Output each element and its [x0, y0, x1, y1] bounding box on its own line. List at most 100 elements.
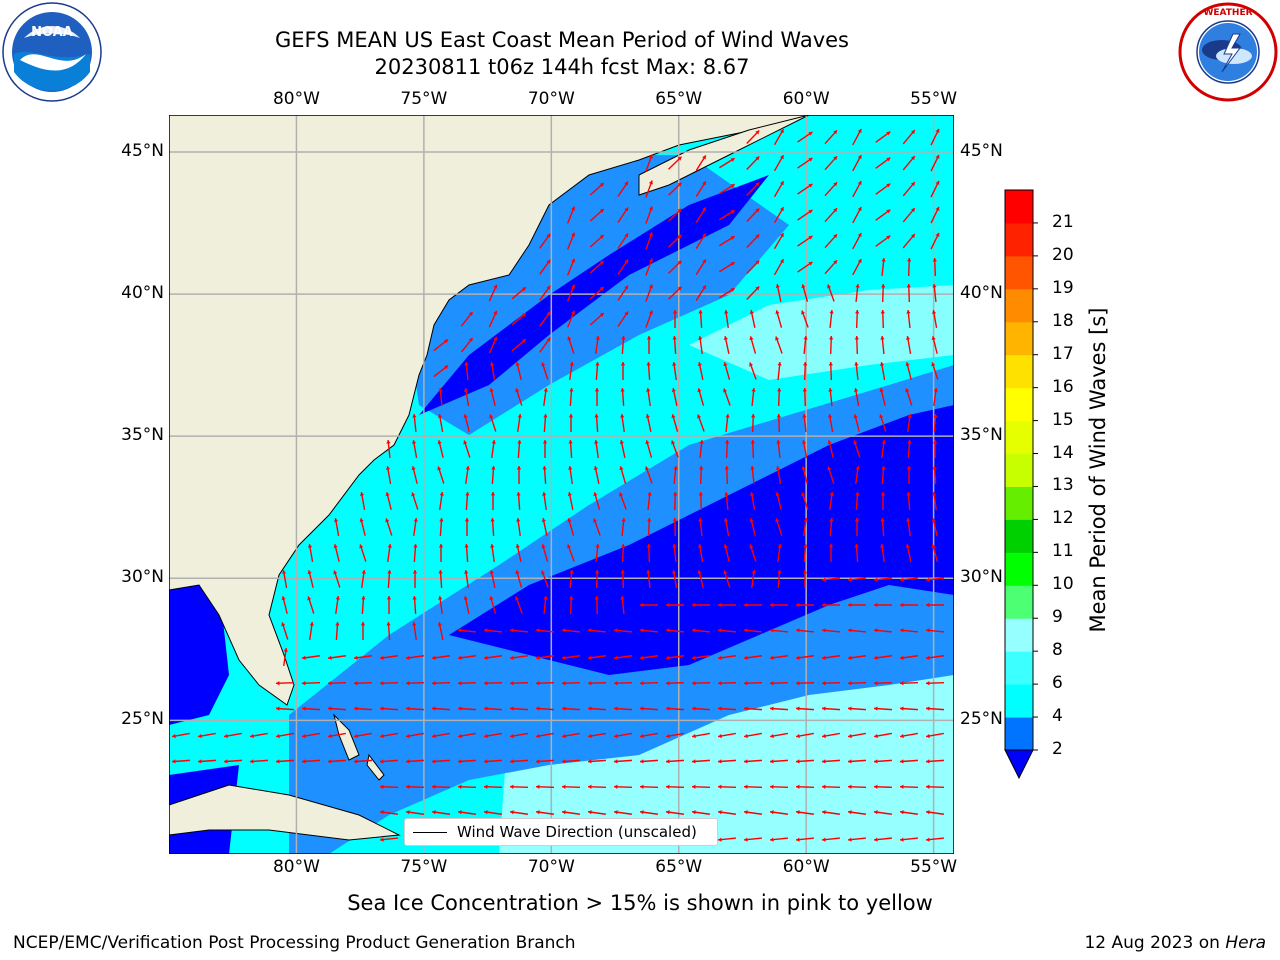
- wave-vector-head: [490, 492, 496, 496]
- wave-vector-head: [281, 596, 286, 601]
- wave-vector-head: [905, 362, 910, 367]
- wave-vector-head: [302, 759, 306, 764]
- wave-vector-head: [744, 706, 748, 711]
- wave-vector-head: [432, 810, 436, 815]
- wave-vector-head: [562, 628, 566, 633]
- wave-vector-head: [588, 784, 592, 789]
- wave-vector-head: [250, 759, 254, 764]
- wave-vector-head: [900, 577, 904, 582]
- wave-vector-head: [828, 544, 834, 548]
- wave-vector-head: [755, 130, 760, 135]
- wave-vector-head: [900, 837, 904, 842]
- wave-vector-head: [833, 234, 838, 239]
- wave-vector-head: [536, 681, 540, 686]
- wave-vector-head: [562, 681, 566, 686]
- wave-vector-head: [935, 128, 940, 133]
- wave-vector-head: [833, 260, 838, 265]
- wave-vector-head: [380, 655, 384, 660]
- wave-vector-head: [646, 362, 651, 366]
- wave-vector-head: [796, 628, 800, 633]
- wave-vector-head: [770, 655, 774, 660]
- wave-vector-head: [879, 388, 884, 393]
- wave-vector-head: [730, 236, 735, 240]
- wave-vector-head: [536, 628, 540, 633]
- wave-vector-head: [935, 206, 940, 211]
- wave-vector-head: [489, 414, 494, 419]
- wave-vector-head: [593, 492, 598, 497]
- wave-vector-head: [666, 759, 670, 764]
- wave-vector-head: [886, 209, 891, 214]
- wave-vector-head: [224, 759, 228, 764]
- wave-vector-head: [803, 362, 808, 366]
- wave-vector-head: [493, 310, 498, 315]
- wave-vector-head: [588, 810, 592, 815]
- wave-vector-head: [932, 466, 937, 470]
- colorbar-tick-label: 18: [1052, 310, 1074, 331]
- wave-vector-head: [546, 233, 551, 238]
- wave-vector-head: [750, 440, 755, 444]
- wave-vector-head: [666, 655, 670, 660]
- wave-vector-head: [309, 622, 314, 626]
- wave-vector-head: [646, 544, 651, 548]
- wave-vector-head: [751, 414, 756, 418]
- wave-vector-head: [698, 518, 703, 522]
- wave-vector-head: [833, 208, 838, 213]
- wave-vector-head: [672, 544, 677, 548]
- wave-vector-head: [521, 287, 526, 292]
- wave-vector-head: [900, 681, 904, 686]
- wave-vector-head: [905, 388, 910, 393]
- wave-vector-head: [546, 337, 551, 342]
- wave-vector-head: [775, 492, 780, 497]
- wave-vector-head: [541, 570, 546, 575]
- wave-vector-head: [900, 706, 904, 711]
- wave-vector-head: [848, 810, 852, 815]
- wave-vector-head: [380, 733, 384, 739]
- wave-vector-head: [328, 706, 332, 711]
- wave-vector-head: [645, 414, 650, 418]
- wave-vector-head: [521, 339, 526, 344]
- wave-vector-head: [666, 602, 670, 608]
- wave-vector-head: [510, 733, 514, 739]
- wave-vector-head: [302, 706, 306, 711]
- wave-vector-head: [906, 466, 912, 470]
- wave-vector-head: [468, 337, 473, 342]
- wave-vector-head: [515, 388, 520, 393]
- wave-vector-head: [438, 388, 443, 392]
- wave-vector-head: [569, 570, 574, 574]
- wave-vector-head: [775, 518, 780, 523]
- wave-vector-head: [900, 784, 904, 789]
- wave-vector-head: [749, 310, 754, 314]
- wave-vector-head: [335, 622, 340, 626]
- wave-vector-head: [614, 759, 618, 764]
- wave-vector-head: [880, 518, 885, 522]
- wave-vector-head: [698, 310, 703, 314]
- wave-vector-head: [463, 596, 468, 600]
- wave-vector-head: [910, 156, 915, 161]
- wave-vector-head: [640, 655, 644, 660]
- wave-vector-head: [926, 577, 930, 582]
- wave-vector-head: [541, 518, 546, 522]
- wave-vector-head: [468, 311, 473, 316]
- wave-vector-head: [822, 784, 826, 789]
- wave-vector-head: [749, 492, 755, 496]
- wave-vector-head: [172, 733, 176, 739]
- wave-vector-head: [822, 759, 826, 764]
- wave-vector-head: [646, 388, 651, 392]
- wave-vector-head: [770, 837, 774, 842]
- wave-vector-head: [588, 628, 592, 633]
- top-longitude-label: 55°W: [910, 89, 958, 109]
- wave-vector-head: [881, 258, 886, 262]
- wave-vector-head: [640, 628, 644, 633]
- wave-vector-head: [808, 157, 813, 162]
- wave-vector-head: [516, 518, 521, 522]
- wave-vector-head: [562, 784, 566, 789]
- wave-vector-head: [671, 414, 676, 419]
- wave-vector-head: [775, 336, 780, 341]
- wave-vector-head: [406, 784, 410, 789]
- colorbar-tick-label: 2: [1052, 739, 1063, 759]
- wave-vector-head: [796, 602, 800, 608]
- wave-vector-head: [770, 602, 774, 608]
- wave-vector-head: [932, 258, 937, 262]
- wave-vector-head: [744, 602, 748, 608]
- chart-subtitle: 20230811 t06z 144h fcst Max: 8.67: [374, 55, 750, 79]
